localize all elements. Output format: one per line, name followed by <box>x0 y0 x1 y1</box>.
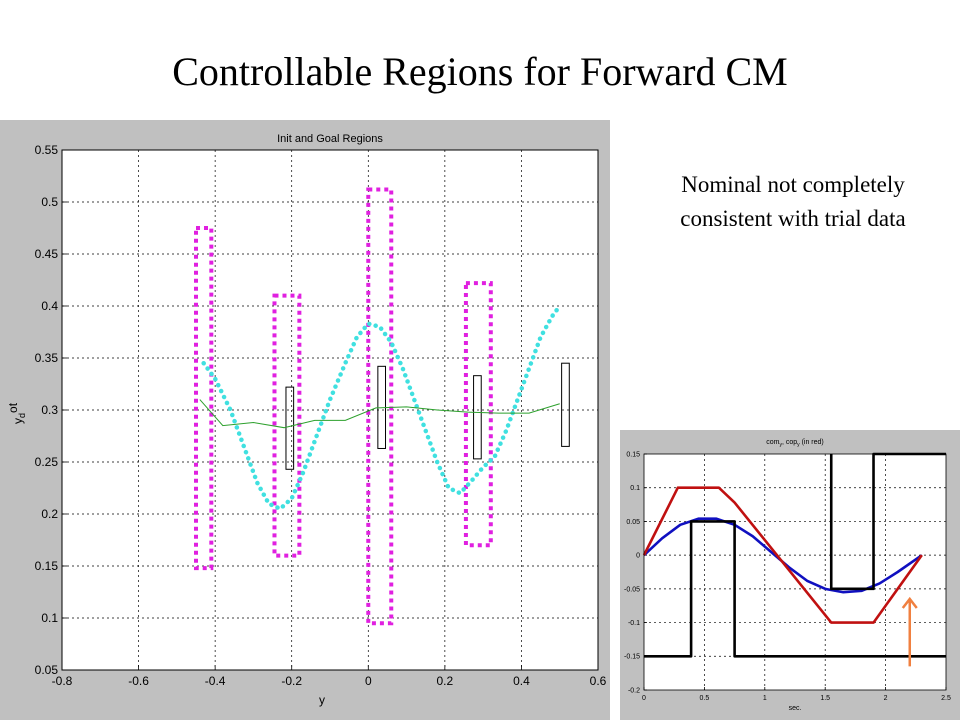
x-tick-label: 0.4 <box>513 674 530 688</box>
init-region <box>194 226 214 571</box>
y-tick-label: 0.2 <box>41 507 58 521</box>
y-tick-label: 0.4 <box>41 299 58 313</box>
y-tick-label: 0.1 <box>41 611 58 625</box>
note-line-1: Nominal not completely <box>681 172 905 197</box>
init-region <box>463 281 493 548</box>
x-tick-label: -0.8 <box>52 674 73 688</box>
x-tick-label: 0 <box>642 695 646 702</box>
annotation-note: Nominal not completely consistent with t… <box>626 168 960 236</box>
goal-region <box>473 375 482 460</box>
y-tick-label: 0.15 <box>626 451 640 458</box>
y-tick-label: 0.55 <box>35 143 59 157</box>
y-axis-label: ydot <box>6 402 27 424</box>
plot-frame <box>61 149 599 671</box>
x-tick-label: 2.5 <box>941 695 951 702</box>
x-tick-label: 2 <box>884 695 888 702</box>
x-tick-label: 1 <box>763 695 767 702</box>
main-chart: -0.8 -0.6 -0.4 -0.2 0 0.2 0.4 0.6 0.05 0.1 0.15 0.2… <box>0 120 610 720</box>
y-tick-label: 0.05 <box>35 663 59 677</box>
slide-title: Controllable Regions for Forward CM <box>172 49 788 94</box>
cop-series-line <box>642 486 923 624</box>
step-series-line <box>644 520 946 658</box>
goal-region <box>561 362 570 447</box>
chart-title: comy, copy (in red) <box>766 439 824 448</box>
x-axis-label: sec. <box>789 705 802 712</box>
y-tick-label: 0.5 <box>41 195 58 209</box>
plot-frame <box>643 453 947 691</box>
x-tick-label: 1.5 <box>820 695 830 702</box>
x-tick-label: -0.6 <box>128 674 149 688</box>
note-line-2: consistent with trial data <box>680 206 906 231</box>
green-nominal-line <box>199 399 560 429</box>
x-tick-label: -0.4 <box>205 674 226 688</box>
x-tick-label: 0.5 <box>700 695 710 702</box>
y-tick-label: -0.1 <box>628 620 640 627</box>
x-tick-label: -0.2 <box>281 674 302 688</box>
y-tick-label: 0.05 <box>626 519 640 526</box>
y-tick-label: -0.05 <box>624 586 640 593</box>
x-tick-label: 0 <box>365 674 372 688</box>
y-tick-label: 0.25 <box>35 455 59 469</box>
y-tick-label: 0 <box>636 553 640 560</box>
small-chart: 0 0.5 1 1.5 2 2.5 -0.2 -0.15 -0.1 -0.05 0 0.05 0.1 0.… <box>620 430 960 720</box>
y-tick-label: 0.1 <box>630 485 640 492</box>
x-axis-label: y <box>319 693 325 707</box>
y-tick-label: 0.3 <box>41 403 58 417</box>
y-tick-label: -0.2 <box>628 687 640 694</box>
y-tick-label: 0.35 <box>35 351 59 365</box>
x-tick-label: 0.2 <box>437 674 454 688</box>
y-tick-label: -0.15 <box>624 654 640 661</box>
cyan-trajectory-line <box>201 303 562 512</box>
chart-title: Init and Goal Regions <box>277 133 383 145</box>
init-region <box>272 293 302 558</box>
goal-region <box>285 386 295 470</box>
y-tick-label: 0.45 <box>35 247 59 261</box>
x-tick-label: 0.6 <box>590 674 607 688</box>
arrow-head <box>901 596 918 609</box>
init-region <box>366 187 394 626</box>
y-tick-label: 0.15 <box>35 559 59 573</box>
